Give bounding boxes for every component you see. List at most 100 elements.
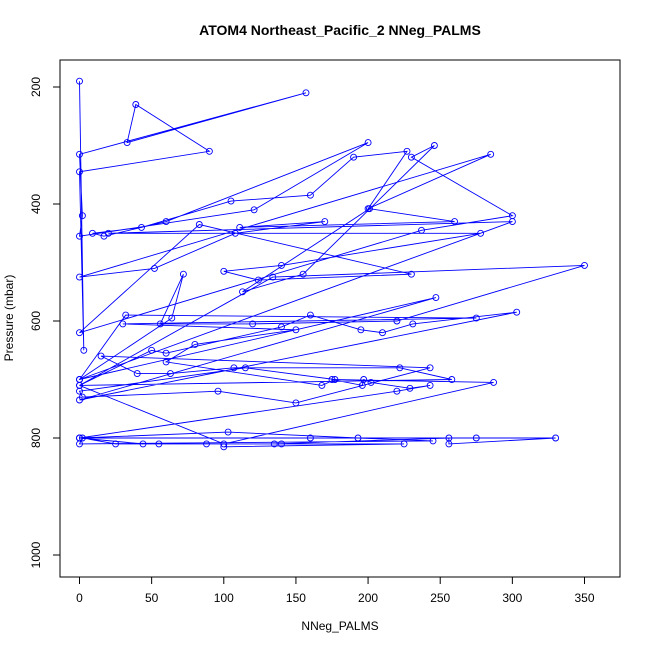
data-point (278, 261, 285, 269)
data-point (76, 329, 83, 337)
data-point (278, 440, 285, 448)
x-tick-label: 150 (286, 591, 306, 605)
data-point (76, 232, 83, 240)
chart-title: ATOM4 Northeast_Pacific_2 NNeg_PALMS (199, 22, 481, 38)
data-point (76, 150, 83, 158)
data-point (139, 440, 147, 448)
data-point (123, 139, 131, 147)
data-point (220, 267, 228, 275)
data-point (364, 139, 372, 147)
data-point (231, 229, 239, 237)
data-point (429, 437, 437, 445)
data-point (472, 314, 480, 322)
data-point (168, 314, 176, 322)
data-point (477, 229, 485, 237)
data-point (151, 264, 158, 272)
data-point (426, 381, 434, 389)
y-tick-label: 400 (29, 194, 43, 214)
data-point (331, 376, 339, 383)
data-point (366, 205, 373, 213)
data-point (354, 434, 362, 442)
data-point (270, 440, 278, 448)
x-tick-label: 100 (214, 591, 234, 605)
data-point (224, 428, 232, 436)
data-point (321, 218, 329, 226)
data-point (407, 153, 415, 161)
data-point (205, 147, 213, 155)
data-point (249, 320, 257, 328)
data-point (166, 370, 174, 378)
data-point (239, 288, 246, 296)
data-point (78, 212, 86, 220)
data-point (292, 326, 300, 334)
data-point (430, 142, 438, 149)
data-point (451, 218, 459, 226)
data-point (406, 384, 414, 392)
y-tick-label: 200 (29, 77, 43, 97)
data-point (269, 273, 277, 281)
x-tick-label: 300 (502, 591, 522, 605)
data-point (357, 326, 365, 334)
data-point (203, 440, 210, 448)
data-point (76, 381, 83, 389)
data-point (76, 77, 83, 85)
data-point (191, 340, 199, 348)
x-axis-label: NNeg_PALMS (301, 619, 378, 633)
x-tick-label: 0 (76, 591, 83, 605)
data-point (76, 273, 83, 281)
data-point (318, 381, 326, 389)
data-point (76, 440, 83, 448)
data-point (230, 364, 238, 372)
data-point (426, 364, 434, 372)
data-point (552, 434, 560, 442)
data-point (508, 218, 516, 226)
x-tick-label: 50 (145, 591, 159, 605)
data-point (156, 320, 164, 328)
data-point (132, 101, 140, 108)
data-point (292, 399, 300, 407)
data-point (148, 346, 156, 354)
data-point (220, 440, 228, 448)
data-point (350, 153, 358, 161)
data-point (278, 323, 285, 331)
data-point (487, 150, 495, 158)
data-point (403, 147, 411, 155)
data-point (400, 440, 408, 448)
data-point (162, 358, 170, 366)
data-point (407, 270, 415, 278)
data-point (97, 352, 105, 360)
data-point (155, 440, 163, 448)
data-point (299, 270, 307, 278)
data-point (306, 434, 314, 442)
x-axis: 0 50 100 150 200 250 300 350 (76, 576, 595, 605)
data-point (418, 226, 425, 234)
y-axis-label: Pressure (mbar) (2, 275, 16, 362)
data-point (241, 364, 249, 372)
data-point (360, 376, 368, 383)
data-point (432, 294, 440, 302)
y-tick-label: 800 (29, 428, 43, 448)
data-point (367, 378, 375, 386)
data-point (162, 349, 170, 357)
data-point (179, 270, 187, 278)
x-tick-label: 350 (574, 591, 594, 605)
data-point (236, 223, 244, 231)
data-point (393, 387, 401, 395)
data-point (220, 443, 228, 451)
data-point (195, 221, 203, 228)
data-point (448, 376, 456, 383)
data-point (490, 378, 498, 386)
data-point (581, 261, 588, 269)
data-point (119, 320, 127, 328)
data-point (396, 364, 404, 372)
data-point (306, 191, 314, 199)
data-point (133, 370, 141, 378)
data-point (76, 168, 83, 176)
data-point (138, 223, 145, 231)
data-point (472, 434, 480, 442)
data-point (254, 276, 262, 284)
data-point (227, 197, 235, 205)
data-point (162, 218, 170, 226)
data-point (78, 393, 86, 401)
